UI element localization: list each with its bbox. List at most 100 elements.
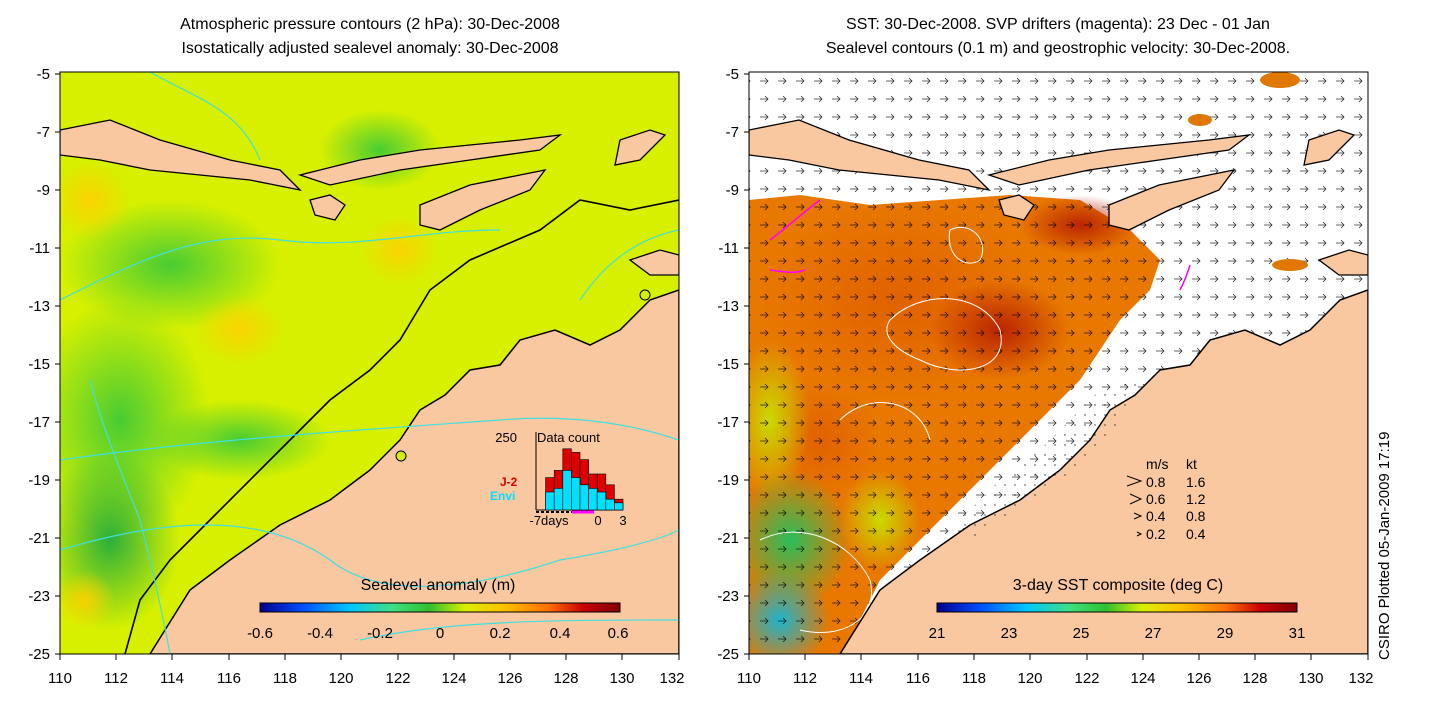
inset-bar-envi (596, 491, 607, 511)
right-colorbar-ticks: 21 23 25 27 29 31 (929, 625, 1306, 642)
pressure-contour (89, 379, 171, 654)
left-colorbar-tick: 0.2 (490, 625, 511, 642)
sealevel-contour (948, 226, 984, 264)
left-colorbar-tick: 0 (436, 625, 444, 642)
right-x-tick: 116 (906, 670, 930, 687)
left-x-axis: 110 112 114 116 118 120 122 124 126 128 … (48, 654, 685, 687)
left-colorbar-tick: 0.4 (550, 625, 571, 642)
pressure-contour (60, 417, 679, 461)
inset-legend-j2: J-2 (500, 475, 518, 489)
velocity-legend-kt: 1.6 (1186, 474, 1206, 490)
right-colorbar (936, 602, 1298, 613)
australia-landmass (149, 289, 679, 654)
left-x-tick: 116 (217, 670, 241, 687)
inset-bar-envi (588, 488, 598, 511)
inset-title: Data count (537, 430, 600, 445)
left-y-tick: -21 (28, 530, 50, 547)
left-x-tick: 124 (441, 670, 466, 687)
island-flores (297, 134, 563, 186)
right-x-tick: 112 (793, 670, 817, 687)
left-colorbar-tick: -0.4 (307, 625, 333, 642)
data-count-inset: 250 Data count J-2 Envi -7days 0 3 (490, 430, 627, 528)
inset-bar-envi (545, 491, 555, 511)
velocity-legend-header-kt: kt (1186, 456, 1197, 472)
inset-x-end: 3 (619, 513, 626, 528)
right-x-tick: 124 (1130, 670, 1155, 687)
inset-count-max: 250 (495, 430, 517, 445)
left-y-tick: -13 (28, 298, 50, 315)
left-x-tick: 120 (328, 670, 353, 687)
left-colorbar-tick: 0.6 (608, 625, 629, 642)
island-flores (986, 134, 1252, 186)
left-map (60, 72, 679, 654)
sealevel-contour (839, 402, 931, 441)
sla-high-blob (60, 160, 130, 240)
right-y-tick: -17 (717, 414, 739, 431)
left-y-tick: -17 (28, 414, 50, 431)
right-colorbar-tick: 29 (1217, 625, 1234, 642)
right-y-tick: -19 (717, 472, 739, 489)
right-x-axis: 110 112 114 116 118 120 122 124 126 128 … (737, 654, 1374, 687)
inset-x-start: -7days (529, 513, 569, 528)
left-y-tick: -19 (28, 472, 50, 489)
left-x-tick: 114 (160, 670, 184, 687)
right-colorbar-tick: 31 (1289, 625, 1306, 642)
right-y-tick: -21 (717, 530, 739, 547)
velocity-legend-ms: 0.8 (1146, 474, 1166, 490)
pressure-contour (359, 619, 679, 641)
plot-credit: CSIRO Plotted 05-Jan-2009 17:19 (1376, 431, 1393, 660)
island-tanimbar (614, 129, 667, 166)
left-y-tick: -25 (28, 646, 50, 663)
velocity-arrow-icon (1126, 475, 1143, 487)
right-y-tick: -25 (717, 646, 739, 663)
inset-bar-envi (605, 498, 615, 511)
svp-drifter-track (1179, 264, 1191, 291)
left-y-tick: -15 (28, 356, 50, 373)
left-x-tick: 110 (48, 670, 72, 687)
velocity-legend-kt: 0.4 (1186, 526, 1206, 542)
left-title-line1: Atmospheric pressure contours (2 hPa): 3… (180, 16, 560, 33)
island-timor (419, 169, 547, 231)
left-x-tick: 132 (659, 670, 684, 687)
right-y-tick: -7 (726, 124, 739, 141)
left-y-tick: -7 (37, 124, 50, 141)
right-y-tick: -23 (717, 588, 739, 605)
shelf-edge-line (124, 199, 679, 654)
inset-bar-envi (562, 470, 572, 511)
pressure-contour (579, 229, 679, 301)
right-x-tick: 132 (1348, 670, 1373, 687)
island-java-nusa (60, 119, 302, 192)
right-colorbar-tick: 23 (1001, 625, 1018, 642)
island-sumba (309, 194, 346, 221)
right-title-line2: Sealevel contours (0.1 m) and geostrophi… (825, 40, 1291, 57)
right-x-tick: 120 (1017, 670, 1042, 687)
left-x-tick: 118 (273, 670, 297, 687)
sealevel-contour (886, 298, 1002, 371)
left-y-tick: -9 (37, 182, 50, 199)
tide-gauge-marker (395, 450, 407, 462)
inset-bar-envi (579, 484, 589, 511)
right-map (749, 72, 1368, 654)
shelf-arrows-dense (960, 380, 1140, 540)
left-x-tick: 130 (609, 670, 634, 687)
velocity-legend-kt: 0.8 (1186, 508, 1206, 524)
left-x-tick: 122 (385, 670, 410, 687)
right-y-axis: -5 -7 -9 -11 -13 -15 -17 -19 -21 -23 -25 (717, 66, 749, 663)
left-y-tick: -5 (37, 66, 50, 83)
pressure-contour (60, 524, 679, 587)
left-colorbar (259, 602, 621, 613)
left-y-axis: -5 -7 -9 -11 -13 -15 -17 -19 -21 -23 -25 (28, 66, 60, 663)
tide-gauge-marker (639, 289, 651, 301)
island-java-nusa (749, 119, 991, 192)
velocity-arrow-icon (1136, 531, 1143, 537)
left-colorbar-label: Sealevel anomaly (m) (361, 577, 516, 594)
svp-drifter-track (769, 269, 806, 274)
right-x-tick: 110 (737, 670, 761, 687)
left-plot-frame (59, 71, 680, 655)
right-colorbar-tick: 27 (1145, 625, 1162, 642)
island-tanimbar (1303, 129, 1356, 166)
left-title-line2: Isostatically adjusted sealevel anomaly:… (181, 40, 559, 57)
left-x-tick: 112 (104, 670, 128, 687)
right-y-tick: -5 (726, 66, 739, 83)
